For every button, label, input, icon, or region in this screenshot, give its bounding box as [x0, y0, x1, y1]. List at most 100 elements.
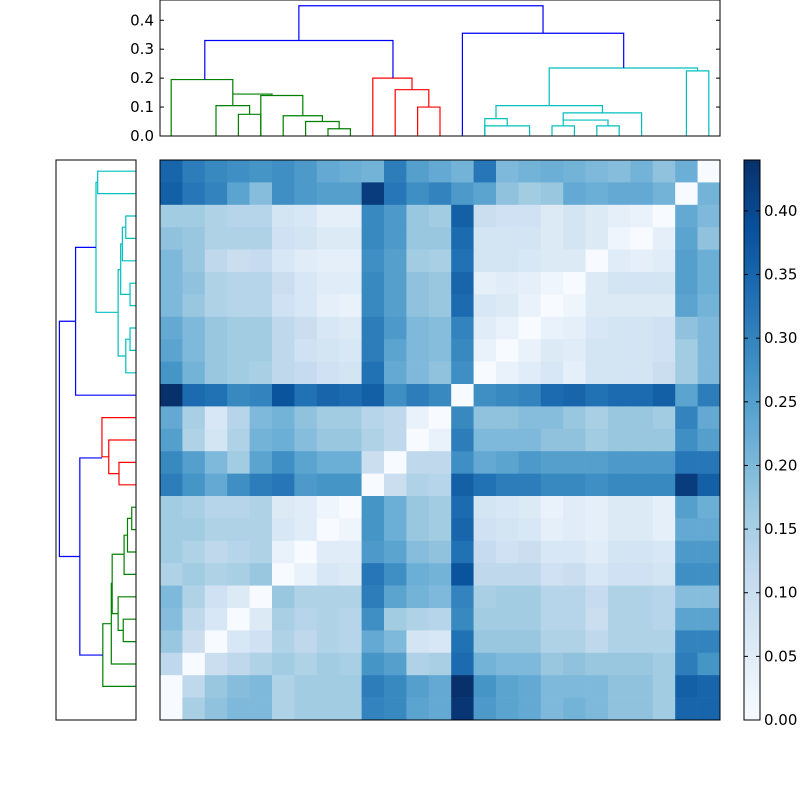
heatmap-cell: [451, 182, 474, 206]
heatmap-cell: [160, 361, 183, 385]
heatmap-cell: [294, 697, 318, 721]
heatmap-cell: [182, 384, 206, 407]
heatmap-cell: [294, 406, 318, 430]
heatmap-cell: [630, 451, 654, 474]
left-dendrogram-links: [58, 170, 136, 687]
heatmap-cell: [294, 585, 318, 609]
heatmap-cell: [563, 204, 586, 228]
heatmap-cell: [272, 294, 295, 318]
dendrogram-link: [260, 94, 304, 136]
heatmap-cell: [630, 608, 654, 631]
heatmap-cell: [204, 496, 228, 519]
heatmap-cell: [294, 227, 318, 250]
heatmap-cell: [496, 160, 519, 183]
colorbar-ticks: 0.00 0.05 0.10 0.15 0.20 0.25 0.30 0.35 0.40: [744, 202, 797, 729]
heatmap-cell: [608, 406, 631, 430]
heatmap-cell: [316, 428, 340, 452]
heatmap-cell: [608, 652, 631, 676]
heatmap-cell: [249, 473, 273, 497]
heatmap-cell: [652, 227, 676, 250]
heatmap-cell: [361, 585, 385, 609]
heatmap-cell: [608, 563, 631, 586]
heatmap-cell: [182, 652, 206, 676]
heatmap-cell: [384, 160, 407, 183]
colorbar-tick-label: 0.40: [764, 202, 797, 220]
heatmap-cell: [518, 384, 542, 407]
heatmap-cell: [697, 227, 721, 250]
heatmap-cell: [384, 294, 407, 318]
heatmap-cell: [473, 339, 497, 362]
y-tick-label: 0.0: [130, 127, 154, 145]
top-dendrogram-frame: [159, 0, 721, 137]
heatmap-cell: [675, 608, 698, 631]
heatmap-cell: [406, 272, 430, 295]
heatmap-cell: [384, 204, 407, 228]
heatmap-cell: [563, 361, 586, 385]
heatmap-cell: [675, 182, 698, 206]
heatmap-cell: [540, 630, 564, 654]
heatmap-cell: [496, 473, 519, 497]
heatmap-cell: [339, 675, 362, 698]
dendrogram-link: [101, 417, 136, 458]
heatmap-cell: [204, 630, 228, 654]
heatmap-cell: [272, 249, 295, 273]
heatmap-cell: [697, 294, 721, 318]
heatmap-cell: [451, 675, 474, 698]
heatmap-cell: [630, 160, 654, 183]
heatmap-cell: [697, 563, 721, 586]
heatmap-cell: [451, 652, 474, 676]
heatmap-cell: [227, 518, 250, 542]
heatmap-cell: [563, 182, 586, 206]
heatmap-cell: [406, 294, 430, 318]
heatmap-cell: [630, 294, 654, 318]
heatmap-cell: [608, 675, 631, 698]
heatmap-cell: [585, 316, 609, 340]
heatmap-cell: [630, 675, 654, 698]
heatmap-cell: [182, 428, 206, 452]
heatmap-cell: [160, 473, 183, 497]
heatmap-cell: [227, 182, 250, 206]
heatmap-cell: [294, 540, 318, 564]
heatmap-cell: [451, 473, 474, 497]
heatmap-cell: [675, 473, 698, 497]
heatmap-cell: [540, 428, 564, 452]
heatmap-cell: [406, 697, 430, 721]
heatmap-cell: [182, 361, 206, 385]
heatmap-cell: [496, 496, 519, 519]
heatmap-cell: [563, 428, 586, 452]
heatmap-cell: [652, 182, 676, 206]
heatmap-cell: [451, 384, 474, 407]
heatmap-cell: [518, 473, 542, 497]
heatmap-cell: [608, 473, 631, 497]
heatmap-cell: [451, 361, 474, 385]
heatmap-cell: [249, 316, 273, 340]
heatmap-cell: [204, 384, 228, 407]
heatmap-cell: [428, 540, 452, 564]
heatmap-cell: [428, 406, 452, 430]
heatmap-cell: [361, 518, 385, 542]
heatmap-cell: [540, 608, 564, 631]
heatmap-cell: [496, 316, 519, 340]
heatmap-cell: [518, 518, 542, 542]
heatmap-cell: [182, 518, 206, 542]
dendrogram-link: [131, 506, 136, 531]
heatmap-cell: [406, 518, 430, 542]
heatmap-cell: [361, 496, 385, 519]
heatmap-cell: [204, 272, 228, 295]
heatmap-cell: [675, 540, 698, 564]
heatmap-cell: [585, 249, 609, 273]
heatmap-cell: [249, 496, 273, 519]
dendrogram-link: [117, 269, 126, 357]
heatmap-cell: [249, 160, 273, 183]
heatmap-cell: [361, 160, 385, 183]
heatmap-cell: [428, 182, 452, 206]
heatmap-cell: [608, 585, 631, 609]
heatmap-cell: [630, 563, 654, 586]
heatmap-cell: [249, 406, 273, 430]
heatmap-cell: [339, 585, 362, 609]
heatmap-cell: [160, 540, 183, 564]
heatmap-cell: [227, 316, 250, 340]
heatmap-cell: [384, 652, 407, 676]
heatmap-cell: [608, 339, 631, 362]
heatmap-cell: [204, 249, 228, 273]
